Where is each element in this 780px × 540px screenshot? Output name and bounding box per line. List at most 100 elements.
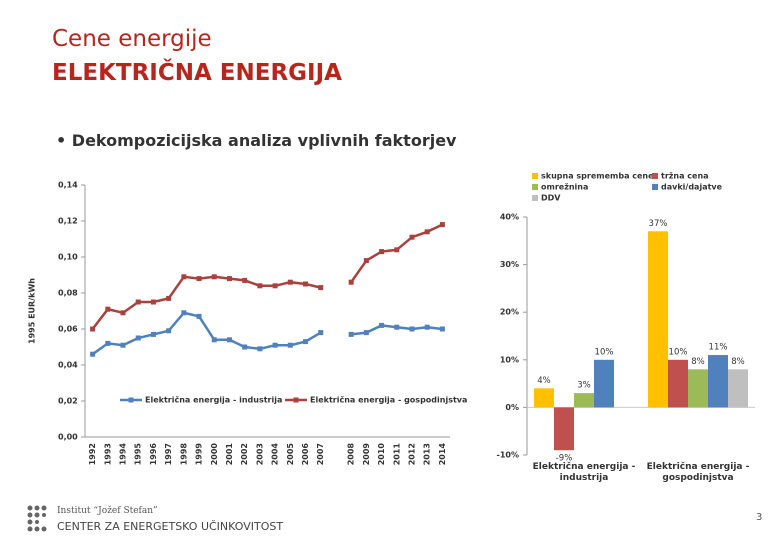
data-label: 8% xyxy=(691,357,705,367)
y-tick-label: 0% xyxy=(505,403,519,412)
point-marker xyxy=(272,283,278,289)
legend-marker xyxy=(293,397,299,403)
y-axis-label: 1995 EUR/kWh xyxy=(28,278,37,344)
x-tick-label: 2005 xyxy=(286,443,295,466)
legend-label: Električna energija - gospodinjstva xyxy=(310,395,467,405)
point-marker xyxy=(257,346,263,352)
point-marker xyxy=(287,279,293,285)
y-tick-label: 0,00 xyxy=(58,433,78,442)
bar xyxy=(708,355,728,408)
x-tick-label: 1999 xyxy=(195,443,204,466)
point-marker xyxy=(181,274,187,280)
point-marker xyxy=(105,340,111,346)
point-marker xyxy=(439,222,445,228)
y-tick-label: 0,10 xyxy=(58,253,78,262)
y-tick-label: 0,02 xyxy=(58,397,78,406)
x-tick-label: 2000 xyxy=(210,443,219,466)
legend-label: tržna cena xyxy=(661,172,709,181)
point-marker xyxy=(181,310,187,316)
point-marker xyxy=(242,277,248,283)
logo xyxy=(27,505,47,532)
point-marker xyxy=(409,326,415,332)
y-tick-label: 0,06 xyxy=(58,325,78,334)
x-tick-label: 1996 xyxy=(149,443,158,466)
point-marker xyxy=(424,229,430,235)
y-tick-label: 0,04 xyxy=(58,361,78,370)
point-marker xyxy=(166,328,172,334)
legend-label: davki/dajatve xyxy=(661,183,723,192)
data-label: 10% xyxy=(595,347,614,357)
bar xyxy=(728,369,748,408)
bullet-text: Dekompozicijska analiza vplivnih faktorj… xyxy=(71,131,457,150)
bar xyxy=(594,359,614,408)
x-tick-label: 1997 xyxy=(164,443,173,465)
point-marker xyxy=(439,326,445,332)
point-marker xyxy=(303,339,309,345)
data-label: 8% xyxy=(731,357,745,367)
point-marker xyxy=(318,330,324,336)
title: Cene energije xyxy=(52,26,212,52)
x-tick-label: 1998 xyxy=(179,443,188,466)
y-tick-label: 30% xyxy=(500,260,519,269)
x-tick-label: 2011 xyxy=(392,443,401,466)
x-tick-label: Električna energija - gospodinjstva xyxy=(646,462,750,483)
point-marker xyxy=(196,313,202,319)
point-marker xyxy=(120,310,126,316)
x-tick-label: 2004 xyxy=(271,443,280,466)
legend-swatch xyxy=(532,184,538,190)
bar xyxy=(688,369,708,408)
point-marker xyxy=(226,337,232,343)
x-tick-label: 2012 xyxy=(407,443,416,465)
x-tick-label: Električna energija - industrija xyxy=(532,462,636,483)
point-marker xyxy=(394,247,400,253)
point-marker xyxy=(90,326,96,332)
point-marker xyxy=(348,279,354,285)
point-marker xyxy=(226,276,232,282)
bar xyxy=(648,231,668,408)
bar xyxy=(574,393,594,408)
legend-label: omrežnina xyxy=(541,183,588,192)
x-tick-label: 1992 xyxy=(88,443,97,465)
point-marker xyxy=(211,274,217,280)
x-tick-label: 1993 xyxy=(103,443,112,465)
point-marker xyxy=(196,276,202,282)
point-marker xyxy=(348,331,354,337)
x-tick-label: 2010 xyxy=(377,443,386,466)
y-tick-label: 0,12 xyxy=(58,217,78,226)
x-tick-label: 2001 xyxy=(225,443,234,466)
data-label: 37% xyxy=(649,219,668,229)
legend-swatch xyxy=(532,195,538,201)
point-marker xyxy=(379,322,385,328)
y-tick-label: 20% xyxy=(500,308,519,317)
data-label: -9% xyxy=(556,454,573,464)
legend-label: Električna energija - industrija xyxy=(145,395,282,405)
x-tick-label: 2007 xyxy=(316,443,325,465)
x-tick-label: 2009 xyxy=(362,443,371,466)
legend-label: skupna sprememba cene xyxy=(541,172,654,181)
point-marker xyxy=(211,337,217,343)
data-label: 11% xyxy=(709,343,728,353)
x-tick-label: 1995 xyxy=(134,443,143,466)
point-marker xyxy=(135,335,141,341)
y-tick-label: 0,14 xyxy=(58,181,78,190)
point-marker xyxy=(409,234,415,240)
point-marker xyxy=(303,281,309,287)
data-label: 4% xyxy=(537,376,551,386)
x-tick-label: 2006 xyxy=(301,443,310,466)
point-marker xyxy=(379,249,385,255)
point-marker xyxy=(424,324,430,330)
data-label: 10% xyxy=(669,347,688,357)
bullet: • Dekompozicijska analiza vplivnih fakto… xyxy=(56,131,457,150)
point-marker xyxy=(363,258,369,264)
point-marker xyxy=(363,330,369,336)
bar xyxy=(668,359,688,408)
point-marker xyxy=(150,331,156,337)
point-marker xyxy=(242,344,248,350)
point-marker xyxy=(272,342,278,348)
x-tick-label: 1994 xyxy=(119,443,128,466)
x-tick-label: 2008 xyxy=(347,443,356,466)
y-tick-label: -10% xyxy=(497,451,519,460)
point-marker xyxy=(166,295,172,301)
bar xyxy=(554,407,574,451)
